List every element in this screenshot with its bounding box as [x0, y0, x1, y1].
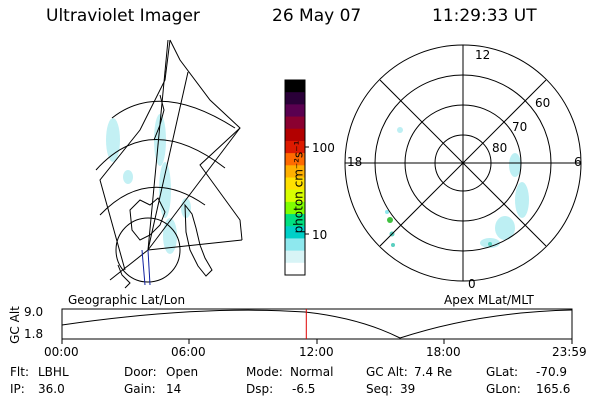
- colorbar-cell: [285, 201, 305, 215]
- instrument-title: Ultraviolet Imager: [46, 6, 200, 26]
- apex-panel-label: Apex MLat/MLT: [444, 293, 534, 307]
- colorbar-label: photon cm⁻²s⁻¹: [291, 140, 306, 234]
- colorbar-cell: [285, 226, 305, 239]
- glat-label: GLat:: [486, 365, 519, 379]
- dsp-label: Dsp:: [246, 382, 274, 396]
- colorbar-cell: [285, 214, 305, 227]
- mlat-60-label: 60: [535, 96, 551, 110]
- glon-value: 165.6: [536, 382, 571, 396]
- polar-plot: [344, 44, 582, 282]
- time-tick-2359: 23:59: [552, 345, 587, 359]
- altitude-plot: [61, 308, 573, 344]
- colorbar: [284, 79, 309, 276]
- time-tick-0600: 06:00: [171, 345, 206, 359]
- gain-label: Gain:: [124, 382, 156, 396]
- dsp-value: -6.5: [292, 382, 316, 396]
- filter-label: Flt:: [10, 365, 29, 379]
- colorbar-cell: [285, 92, 305, 105]
- filter-value: LBHL: [38, 365, 69, 379]
- colorbar-cell: [285, 116, 305, 130]
- seq-label: Seq:: [366, 382, 393, 396]
- time-tick-0000: 00:00: [44, 345, 79, 359]
- time-tick-1200: 12:00: [299, 345, 334, 359]
- colorbar-cell: [285, 165, 305, 178]
- colorbar-cell: [285, 238, 305, 252]
- door-label: Door:: [124, 365, 157, 379]
- altitude-axis-label: GC Alt: [7, 306, 22, 344]
- colorbar-cell: [285, 153, 305, 166]
- colorbar-cell: [285, 140, 305, 154]
- aurora-emission-left: [106, 114, 191, 254]
- colorbar-cell: [285, 104, 305, 118]
- seq-value: 39: [400, 382, 416, 396]
- door-value: Open: [166, 365, 199, 379]
- image-date: 26 May 07: [272, 6, 362, 26]
- mlt-0-label: 0: [468, 277, 476, 291]
- colorbar-cell: [285, 80, 305, 93]
- colorbar-tick-10: 10: [312, 228, 328, 242]
- mode-label: Mode:: [246, 365, 283, 379]
- colorbar-cell: [285, 262, 305, 276]
- gcalt-label: GC Alt:: [366, 365, 408, 379]
- colorbar-cell: [285, 128, 305, 142]
- mlt-6-label: 6: [574, 155, 582, 169]
- altitude-tick-low: 1.8: [24, 327, 44, 341]
- geographic-map: [95, 39, 243, 289]
- colorbar-tick-100: 100: [312, 141, 335, 155]
- ip-value: 36.0: [38, 382, 65, 396]
- time-tick-1800: 18:00: [426, 345, 461, 359]
- image-time: 11:29:33 UT: [432, 6, 537, 26]
- mlt-18-label: 18: [347, 155, 363, 169]
- gcalt-value: 7.4 Re: [414, 365, 453, 379]
- ip-label: IP:: [10, 382, 25, 396]
- mlt-12-label: 12: [475, 48, 491, 62]
- mlat-70-label: 70: [512, 120, 528, 134]
- mlat-80-label: 80: [492, 141, 508, 155]
- glon-label: GLon:: [486, 382, 521, 396]
- glat-value: -70.9: [536, 365, 568, 379]
- geographic-panel-label: Geographic Lat/Lon: [68, 293, 186, 307]
- aurora-emission-right: [397, 127, 529, 248]
- colorbar-cell: [285, 250, 305, 264]
- colorbar-cell: [285, 177, 305, 191]
- colorbar-cell: [285, 189, 305, 203]
- gain-value: 14: [166, 382, 182, 396]
- mode-value: Normal: [290, 365, 334, 379]
- altitude-tick-high: 9.0: [24, 305, 44, 319]
